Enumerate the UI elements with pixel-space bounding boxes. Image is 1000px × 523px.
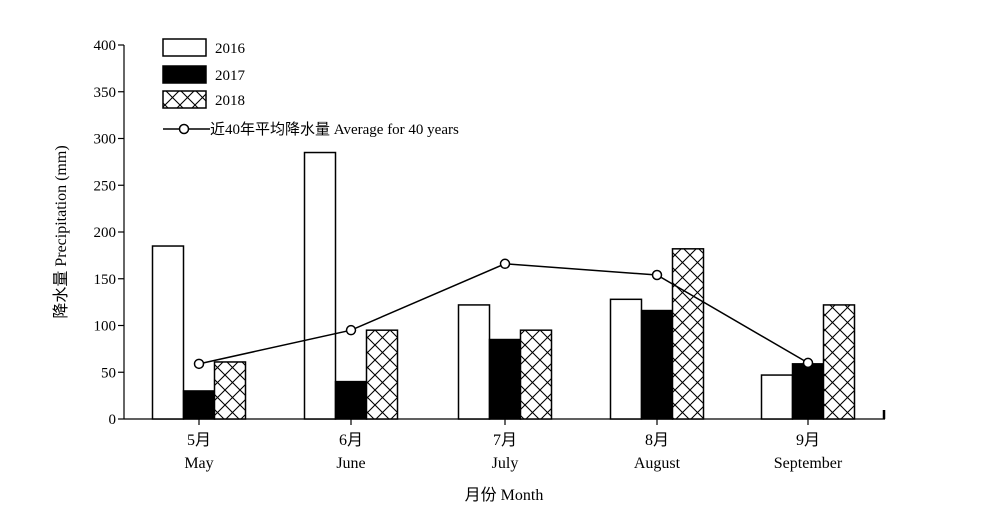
legend-label-average: 近40年平均降水量 Average for 40 years (210, 121, 459, 138)
average-point (499, 258, 511, 270)
y-tick-label: 300 (94, 132, 117, 148)
average-line-series (193, 258, 814, 370)
x-tick-label: 8月 (645, 432, 669, 449)
legend-label-2016: 2016 (215, 41, 246, 57)
bar-2017-5 (791, 363, 825, 420)
legend-line-marker (178, 123, 190, 135)
y-tick-label: 200 (94, 225, 117, 241)
bar-2017-1 (182, 390, 216, 420)
x-tick-label: 9月 (796, 432, 820, 449)
x-tick-sublabel: May (184, 455, 213, 472)
average-point (802, 357, 814, 369)
bar-2018-2 (365, 329, 399, 420)
y-tick-label: 100 (94, 319, 117, 335)
y-tick-label: 50 (101, 365, 116, 381)
legend-swatch-2017 (162, 65, 207, 84)
x-tick-sublabel: June (336, 455, 365, 472)
y-tick-label: 250 (94, 178, 117, 194)
legend-label-2018: 2018 (215, 93, 245, 109)
bar-2016-4 (609, 298, 643, 420)
x-tick-label: 7月 (493, 432, 517, 449)
x-tick-sublabel: July (492, 455, 519, 472)
y-tick-label: 400 (94, 38, 117, 54)
x-tick-sublabel: August (634, 455, 681, 472)
y-ticks: 0 50 100 150 200 250 300 350 400 (94, 38, 124, 428)
bars (151, 151, 856, 420)
bar-2018-1 (213, 361, 247, 420)
bar-2016-3 (457, 304, 491, 420)
x-axis-label: 月份 Month (465, 486, 544, 504)
legend-swatch-2016 (162, 38, 207, 57)
bar-2016-1 (151, 245, 185, 420)
bar-2018-3 (519, 329, 553, 420)
bar-2016-2 (303, 151, 337, 420)
legend-label-2017: 2017 (215, 68, 246, 84)
average-point (651, 269, 663, 281)
x-ticks: 5月 May 6月 June 7月 July 8月 August 9月 September (184, 419, 843, 472)
bar-2018-5 (822, 304, 856, 420)
legend-swatch-2018 (162, 90, 207, 109)
y-tick-label: 350 (94, 85, 117, 101)
x-tick-sublabel: September (774, 455, 843, 472)
average-point (193, 358, 205, 370)
y-tick-label: 0 (109, 412, 117, 428)
bar-2017-3 (488, 338, 522, 420)
legend: 2016 2017 2018 近40年平均降水量 Average for 40 yea… (162, 38, 459, 138)
y-tick-label: 150 (94, 272, 117, 288)
x-tick-label: 6月 (339, 432, 363, 449)
average-point (345, 324, 357, 336)
bar-2017-2 (334, 380, 368, 420)
x-tick-label: 5月 (187, 432, 211, 449)
bar-2016-5 (760, 374, 794, 420)
bar-2017-4 (640, 309, 674, 420)
y-axis-label: 降水量 Precipitation (mm) (52, 145, 70, 318)
bar-2018-4 (671, 248, 705, 420)
